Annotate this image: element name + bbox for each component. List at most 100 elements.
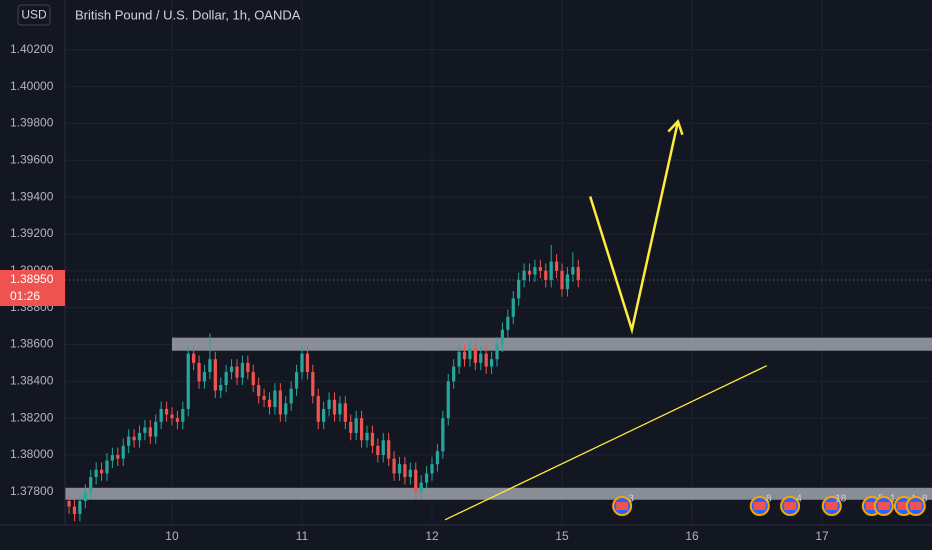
event-count: 8: [766, 494, 772, 505]
candle-body: [484, 353, 488, 367]
x-tick-label: 15: [555, 529, 569, 543]
candle-body: [517, 280, 521, 299]
event-flag: [877, 502, 890, 510]
event-flag: [865, 502, 878, 510]
y-tick-label: 1.38600: [10, 337, 54, 351]
y-tick-label: 1.37800: [10, 484, 54, 498]
candle-body: [419, 482, 423, 492]
candle-body: [229, 366, 234, 373]
candle-body: [392, 458, 396, 474]
candle-body: [538, 267, 542, 271]
candle-body: [186, 353, 190, 409]
chart-title: British Pound / U.S. Dollar, 1h, OANDA: [75, 7, 301, 22]
event-count: 8: [922, 494, 928, 505]
candle-body: [273, 390, 277, 408]
plot: 384185148: [65, 119, 932, 522]
y-tick-label: 1.39600: [10, 152, 54, 166]
price-axis: [0, 0, 65, 525]
candle-body: [175, 418, 180, 422]
currency-button[interactable]: [17, 4, 51, 26]
candle-body: [278, 390, 282, 415]
event-count: 3: [628, 494, 634, 505]
y-tick-label: 1.39400: [10, 189, 54, 203]
x-tick-label: 12: [425, 529, 439, 543]
countdown: 01:26: [10, 289, 40, 303]
candle-body: [533, 267, 537, 275]
candle-body: [435, 451, 440, 465]
candle-body: [294, 372, 299, 389]
candle-body: [489, 359, 494, 367]
candle-body: [251, 372, 255, 385]
candle-body: [441, 418, 445, 452]
y-tick-label: 1.38200: [10, 410, 54, 424]
candle-body: [370, 432, 375, 446]
zone: [171, 337, 932, 351]
event-flag: [909, 502, 922, 510]
event-count: 18: [835, 494, 847, 505]
candle-body: [110, 455, 115, 461]
candle-body: [213, 359, 217, 391]
candle-body: [576, 267, 580, 280]
candle-body: [565, 274, 570, 290]
candle-body: [522, 270, 526, 280]
y-tick-label: 1.40000: [10, 79, 54, 93]
candle-body: [224, 372, 228, 385]
candle-body: [202, 372, 207, 382]
candle-body: [246, 362, 250, 373]
y-tick-label: 1.39800: [10, 116, 54, 130]
candle-body: [365, 432, 369, 441]
candle-body: [332, 399, 337, 415]
candle-body: [127, 436, 131, 446]
candle-body: [452, 366, 456, 382]
candle-body: [83, 491, 87, 502]
price-label: 1.38950: [10, 272, 54, 286]
candle-body: [527, 270, 532, 275]
candle-body: [305, 353, 310, 373]
candle-body: [327, 399, 331, 409]
candle-body: [424, 473, 429, 483]
candle-body: [500, 329, 505, 345]
x-tick-label: 16: [685, 529, 699, 543]
candle-body: [72, 506, 77, 514]
candle-body: [554, 261, 559, 271]
candle-body: [408, 469, 412, 478]
candle-body: [446, 381, 450, 419]
candle-body: [132, 436, 136, 441]
event-flag: [753, 502, 766, 510]
candle-body: [322, 408, 326, 422]
candle-body: [197, 362, 201, 382]
candle-body: [94, 469, 98, 478]
event-flag: [784, 502, 797, 510]
candle-body: [544, 270, 548, 280]
event-count: 4: [796, 494, 802, 505]
candle-body: [208, 359, 212, 373]
event-count: 1: [890, 494, 896, 505]
candle-body: [137, 432, 142, 441]
candle-body: [349, 421, 353, 433]
candle-body: [397, 464, 402, 474]
candle-body: [549, 261, 553, 280]
candle-body: [99, 469, 104, 474]
grid: [65, 0, 932, 525]
candle-body: [235, 366, 239, 378]
candle-body: [316, 396, 320, 422]
candle-body: [219, 385, 223, 391]
candle-body: [511, 298, 515, 317]
candle-body: [300, 353, 304, 373]
candle-body: [240, 362, 245, 378]
arrow-drawing: [588, 121, 680, 335]
candle-body: [267, 399, 272, 408]
candle-body: [414, 469, 418, 492]
price-label-bg: [0, 270, 65, 306]
candle-body: [67, 501, 71, 507]
currency[interactable]: USD: [21, 8, 47, 22]
candle-body: [143, 427, 147, 433]
axes: 1.378001.380001.382001.384001.386001.388…: [0, 42, 829, 543]
y-tick-label: 1.40200: [10, 42, 54, 56]
x-tick-label: 10: [165, 529, 179, 543]
candle-body: [430, 464, 434, 474]
event-flag: [897, 502, 910, 510]
event-flag: [825, 502, 838, 510]
candle-body: [571, 267, 575, 275]
